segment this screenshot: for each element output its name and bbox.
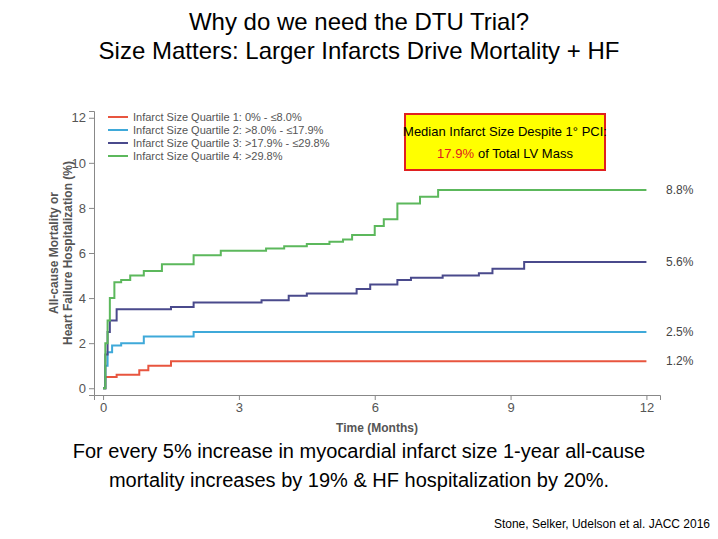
y-tick: 8	[79, 201, 94, 216]
km-curve	[103, 361, 646, 388]
km-curve	[103, 262, 646, 388]
legend-item: Infarct Size Quartile 2: >8.0% - ≤17.9%	[108, 124, 324, 136]
x-tick-label: 9	[507, 400, 514, 415]
source: Stone, Selker, Udelson et al. JACC 2016	[494, 517, 710, 531]
y-tick-label: 8	[79, 201, 86, 216]
annotation-line: 17.9% of Total LV Mass	[437, 146, 573, 161]
x-tick: 9	[507, 395, 514, 415]
caption: mortality increases by 19% & HF hospital…	[109, 469, 609, 491]
y-tick-mark	[89, 388, 94, 389]
end-label: 8.8%	[666, 183, 694, 197]
y-tick: 2	[79, 336, 94, 351]
y-tick-label: 6	[79, 246, 86, 261]
x-tick: 0	[100, 395, 107, 415]
y-tick: 6	[79, 246, 94, 261]
end-label: 2.5%	[666, 325, 694, 339]
annotation-highlight: 17.9%	[437, 146, 474, 161]
legend-swatch	[108, 129, 128, 131]
annotation-line: Median Infarct Size Despite 1° PCI:	[403, 124, 607, 139]
y-axis-line	[89, 112, 95, 396]
legend-swatch	[108, 116, 128, 118]
legend: Infarct Size Quartile 1: 0% - ≤8.0%Infar…	[108, 111, 330, 162]
annotation: Median Infarct Size Despite 1° PCI: 17.9%…	[403, 114, 607, 170]
y-tick-mark	[89, 163, 94, 164]
km-curve	[103, 190, 646, 388]
legend-swatch	[108, 142, 128, 144]
x-tick-label: 0	[100, 400, 107, 415]
y-tick-label: 0	[79, 381, 86, 396]
y-tick: 0	[79, 381, 94, 396]
x-tick: 6	[372, 395, 379, 415]
x-tick-label: 12	[640, 400, 654, 415]
y-tick-label: 12	[72, 110, 86, 125]
end-label: 5.6%	[666, 255, 694, 269]
legend-item: Infarct Size Quartile 4: >29.8%	[108, 150, 283, 162]
x-axis: 0 3 6 9 12	[95, 395, 661, 415]
y-tick-mark	[89, 343, 94, 344]
y-tick-mark	[89, 208, 94, 209]
annotation-text: of Total LV Mass	[478, 146, 573, 161]
x-tick: 3	[236, 395, 243, 415]
legend-label: Infarct Size Quartile 1: 0% - ≤8.0%	[133, 111, 302, 123]
end-label: 1.2%	[666, 354, 694, 368]
x-tick: 12	[640, 395, 654, 415]
slide: Why do we need the DTU Trial?Size Matter…	[0, 0, 718, 539]
y-tick-label: 2	[79, 336, 86, 351]
legend-swatch	[108, 155, 128, 157]
y-axis-title-line: Heart Failure Hospitalization (%)	[61, 161, 75, 345]
title: Size Matters: Larger Infarcts Drive Mort…	[99, 37, 620, 64]
x-axis-title: Time (Months)	[336, 421, 418, 435]
km-curve	[103, 332, 646, 388]
y-tick: 12	[72, 110, 94, 125]
y-tick-mark	[89, 298, 94, 299]
y-tick-label: 4	[79, 291, 86, 306]
legend-label: Infarct Size Quartile 4: >29.8%	[133, 150, 283, 162]
annotation-box	[405, 114, 605, 170]
x-tick-label: 6	[372, 400, 379, 415]
legend-label: Infarct Size Quartile 2: >8.0% - ≤17.9%	[133, 124, 324, 136]
y-tick: 4	[79, 291, 94, 306]
y-axis-title: All-cause Mortality orHeart Failure Hosp…	[47, 161, 75, 345]
x-tick-label: 3	[236, 400, 243, 415]
y-tick-mark	[89, 118, 94, 119]
plot-area	[103, 190, 646, 388]
legend-item: Infarct Size Quartile 1: 0% - ≤8.0%	[108, 111, 302, 123]
caption: For every 5% increase in myocardial infa…	[73, 440, 645, 462]
y-axis-title-line: All-cause Mortality or	[47, 192, 61, 314]
title: Why do we need the DTU Trial?	[189, 8, 529, 35]
legend-label: Infarct Size Quartile 3: >17.9% - ≤29.8%	[133, 137, 330, 149]
y-tick-mark	[89, 253, 94, 254]
legend-item: Infarct Size Quartile 3: >17.9% - ≤29.8%	[108, 137, 330, 149]
